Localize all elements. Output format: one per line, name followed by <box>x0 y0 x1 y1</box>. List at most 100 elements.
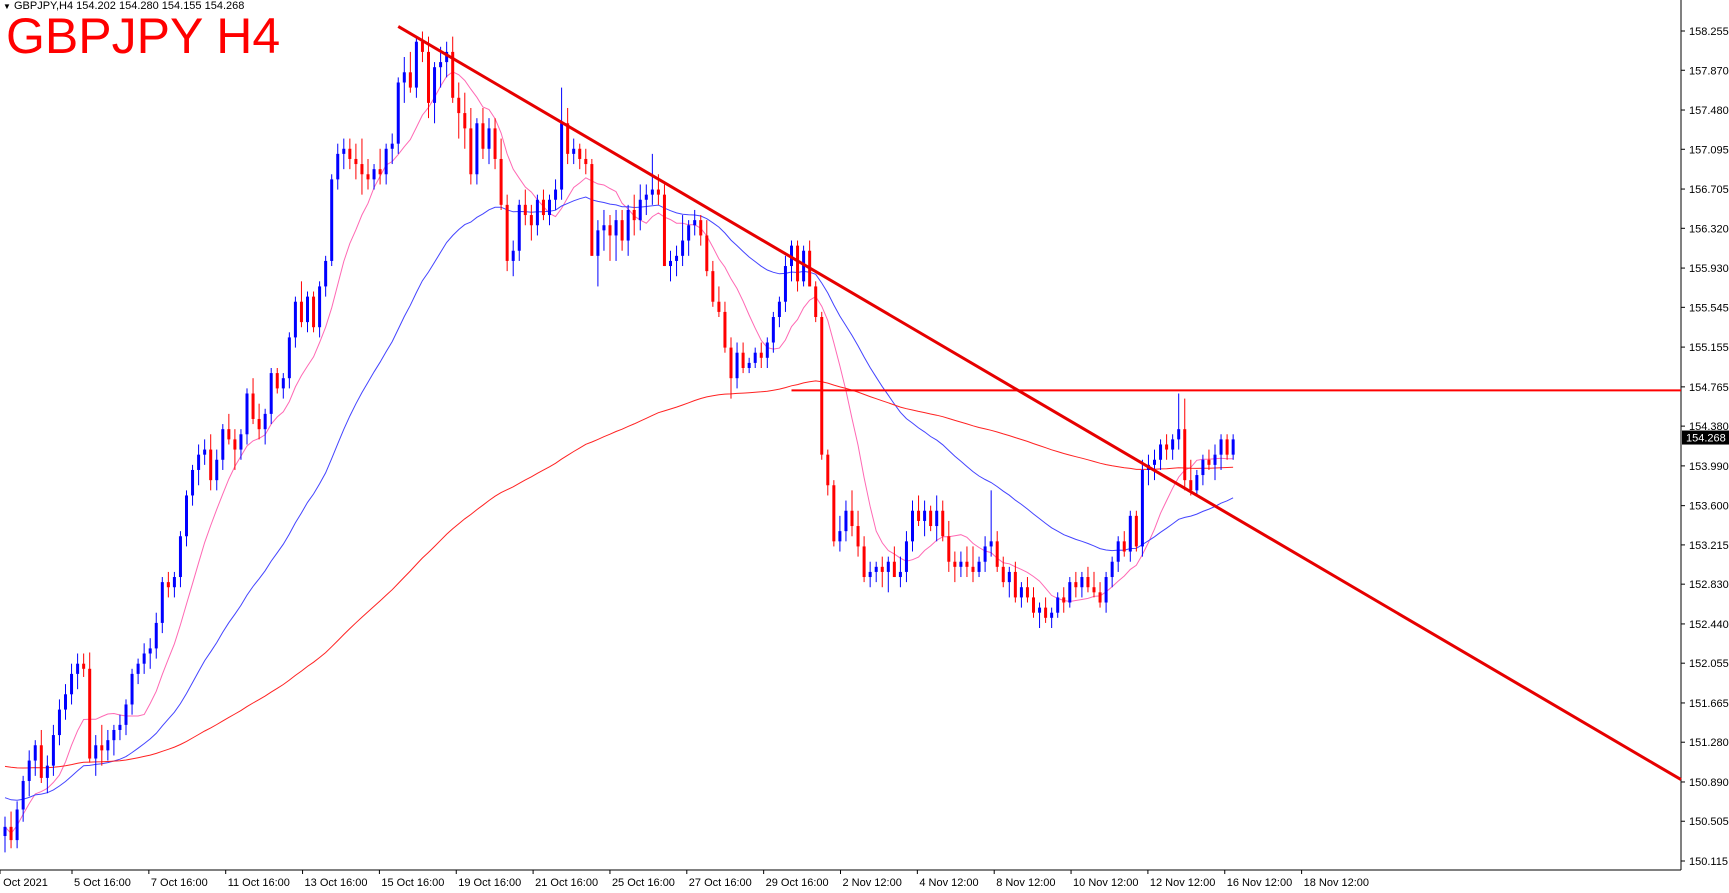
candle-body <box>602 225 606 231</box>
candle <box>154 612 158 659</box>
candle <box>330 174 334 267</box>
candle-body <box>330 179 334 261</box>
candle <box>481 107 485 159</box>
candle-body <box>469 128 473 175</box>
candle <box>947 520 951 572</box>
candle-body <box>94 745 98 759</box>
collapse-triangle-icon[interactable]: ▼ <box>3 2 11 11</box>
candle-body <box>366 174 370 180</box>
candle-body <box>451 51 455 98</box>
candle-body <box>1044 607 1048 618</box>
candle-body <box>1068 582 1072 603</box>
candle-body <box>348 148 352 159</box>
candle-body <box>287 337 291 379</box>
candle <box>414 36 418 98</box>
candle-body <box>517 204 521 251</box>
candle-body <box>499 158 503 205</box>
candle <box>820 311 824 460</box>
drawn-lines[interactable] <box>397 25 1682 781</box>
candle-body <box>154 622 158 649</box>
candle-body <box>1189 480 1193 491</box>
candle <box>590 158 594 256</box>
candle-body <box>1171 439 1175 450</box>
candle <box>705 220 709 277</box>
candle <box>1080 571 1084 598</box>
candle <box>1153 449 1156 481</box>
candle <box>106 729 110 761</box>
candle <box>384 143 388 185</box>
x-tick-label: 13 Oct 16:00 <box>305 877 368 889</box>
candle <box>614 209 618 261</box>
candle <box>299 281 303 328</box>
candle-body <box>203 449 207 455</box>
candle-body <box>578 148 582 159</box>
candle-body <box>178 536 182 578</box>
candle <box>584 148 588 175</box>
candle <box>457 82 461 139</box>
candle <box>76 653 80 690</box>
candle-body <box>735 352 739 379</box>
candle-body <box>1074 582 1078 588</box>
candle <box>523 189 527 226</box>
candle <box>572 138 576 165</box>
candle <box>535 194 539 236</box>
candle <box>263 408 267 445</box>
candle <box>396 77 400 154</box>
candle-body <box>360 164 364 175</box>
candle-body <box>693 220 697 226</box>
candle <box>850 490 854 537</box>
y-tick-label: 150.115 <box>1689 856 1728 868</box>
candle-body <box>1110 561 1114 578</box>
candle-body <box>1140 469 1144 547</box>
candle-body <box>777 301 781 318</box>
candle <box>1025 577 1029 603</box>
candle <box>463 92 467 149</box>
candle <box>1074 571 1078 598</box>
candle <box>929 505 933 532</box>
candle-body <box>880 566 884 572</box>
candle <box>917 495 921 527</box>
candle-body <box>644 194 648 200</box>
candle-body <box>1177 429 1181 440</box>
candle-body <box>33 745 37 761</box>
x-tick-label: 15 Oct 16:00 <box>381 877 444 889</box>
candle <box>118 714 122 741</box>
candle <box>487 118 491 165</box>
candle <box>281 373 285 399</box>
candle-body <box>191 469 195 496</box>
candle <box>783 255 787 312</box>
candle <box>70 663 74 705</box>
candle-body <box>705 235 709 272</box>
candle <box>1086 566 1090 593</box>
candle-body <box>124 704 128 725</box>
candle <box>1146 454 1150 486</box>
candle <box>862 536 866 583</box>
y-tick-label: 154.380 <box>1689 421 1729 433</box>
candle-body <box>402 72 406 83</box>
candle <box>445 41 449 78</box>
candle-body <box>275 373 279 389</box>
candle-body <box>1062 597 1066 603</box>
candle <box>856 510 860 557</box>
candle-body <box>263 413 267 430</box>
y-tick-label: 150.505 <box>1689 816 1729 828</box>
x-tick-label: 8 Nov 12:00 <box>996 877 1055 889</box>
candle <box>1183 398 1187 491</box>
candle-body <box>487 128 491 149</box>
candle <box>172 571 176 598</box>
candle <box>723 301 727 353</box>
candle-body <box>765 342 769 358</box>
candle <box>989 490 993 557</box>
candle-body <box>614 220 618 236</box>
candle <box>390 133 394 165</box>
candle-body <box>608 225 612 236</box>
candle-body <box>1219 439 1223 455</box>
candle <box>324 255 328 297</box>
candle <box>632 194 636 236</box>
price-axis: 158.255 157.870 157.480 157.095 156.705 156.3… <box>1681 26 1729 868</box>
candle-body <box>100 745 104 751</box>
candle <box>178 531 182 588</box>
candle <box>469 107 473 185</box>
candle <box>566 107 570 165</box>
